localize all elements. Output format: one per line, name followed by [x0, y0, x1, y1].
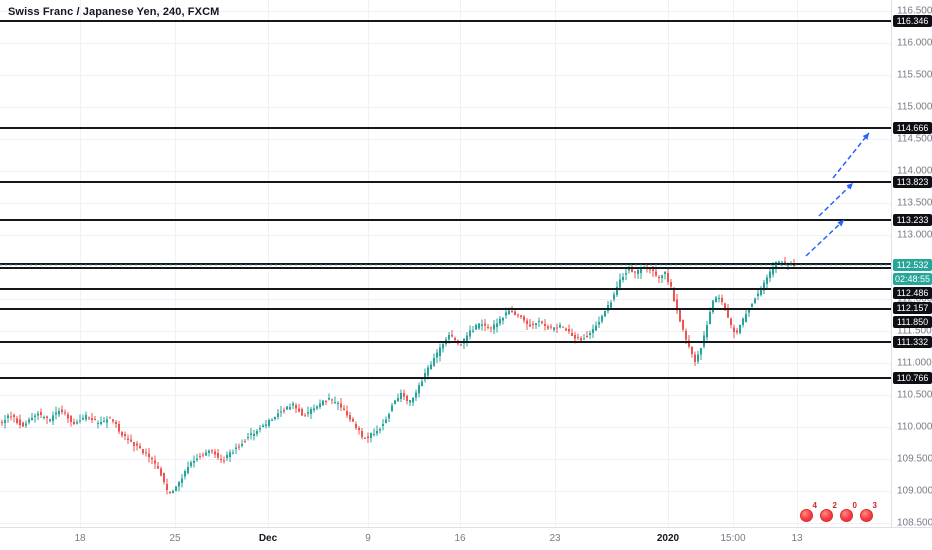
reaction-count: 2 — [832, 501, 837, 510]
time-axis-label: Dec — [258, 533, 278, 544]
price-tick-label: 109.500 — [897, 453, 932, 465]
level-lines[interactable] — [0, 20, 891, 379]
level-price-label: 116.346 — [893, 15, 932, 27]
price-tick-label: 109.000 — [897, 485, 932, 497]
price-tick-label: 113.000 — [897, 229, 932, 241]
time-axis-label: 25 — [169, 533, 181, 544]
price-tick-label: 108.500 — [897, 517, 932, 529]
time-axis-label: 18 — [74, 533, 86, 544]
candlestick-series — [1, 256, 795, 495]
time-axis-label: 9 — [365, 533, 371, 544]
last-price-badge: 112.532 — [893, 259, 932, 271]
time-axis[interactable]: 18 25 Dec 9 16 23 2020 15:00 13 — [0, 527, 932, 550]
time-axis-label: 13 — [791, 533, 803, 544]
projection-arrows[interactable] — [805, 132, 870, 257]
time-axis-label: 23 — [549, 533, 561, 544]
price-tick-label: 111.000 — [897, 357, 932, 369]
chart-overlay: 4 2 0 3 — [800, 501, 877, 522]
price-tick-label: 114.500 — [897, 133, 932, 145]
reaction-marker[interactable]: 4 — [800, 501, 817, 522]
symbol-title[interactable]: Swiss Franc / Japanese Yen, 240, FXCM — [8, 6, 219, 18]
level-price-label: 114.666 — [893, 122, 932, 134]
price-tick-label: 110.500 — [897, 389, 932, 401]
chart-area[interactable]: 4 2 0 3 Swiss Franc / Japanese Yen, 240, FX… — [0, 0, 891, 527]
reaction-marker[interactable]: 0 — [840, 501, 857, 522]
price-tick-label: 115.500 — [897, 69, 932, 81]
price-tick-label: 110.000 — [897, 421, 932, 433]
reaction-count: 0 — [852, 501, 857, 510]
level-price-label: 110.766 — [893, 372, 932, 384]
time-axis-label: 16 — [454, 533, 466, 544]
reaction-marker[interactable]: 3 — [860, 501, 877, 522]
level-price-label: 112.486 — [893, 287, 932, 299]
price-tick-label: 114.000 — [897, 165, 932, 177]
price-tick-label: 113.500 — [897, 197, 932, 209]
chart-canvas[interactable] — [0, 0, 891, 527]
price-tick-label: 116.500 — [897, 5, 932, 17]
reaction-count: 4 — [812, 501, 817, 510]
reaction-count: 3 — [872, 501, 877, 510]
level-price-label: 111.332 — [893, 336, 932, 348]
level-price-label: 113.233 — [893, 214, 932, 226]
price-axis[interactable]: 116.500 116.000 115.500 115.000 114.500 114.0… — [891, 0, 932, 529]
level-price-label: 113.823 — [893, 176, 932, 188]
countdown-badge: 02:48:55 — [893, 273, 932, 285]
level-price-label: 111.850 — [893, 316, 932, 328]
time-axis-label: 2020 — [656, 533, 680, 544]
symbol-title-text: Swiss Franc / Japanese Yen, 240, FXCM — [8, 6, 220, 18]
level-price-label: 112.157 — [893, 302, 932, 314]
reaction-marker[interactable]: 2 — [820, 501, 837, 522]
time-axis-label: 15:00 — [720, 533, 746, 544]
price-tick-label: 111.500 — [897, 325, 932, 337]
price-tick-label: 116.000 — [897, 37, 932, 49]
price-tick-label: 115.000 — [897, 101, 932, 113]
price-tick-label: 112.000 — [897, 293, 932, 305]
